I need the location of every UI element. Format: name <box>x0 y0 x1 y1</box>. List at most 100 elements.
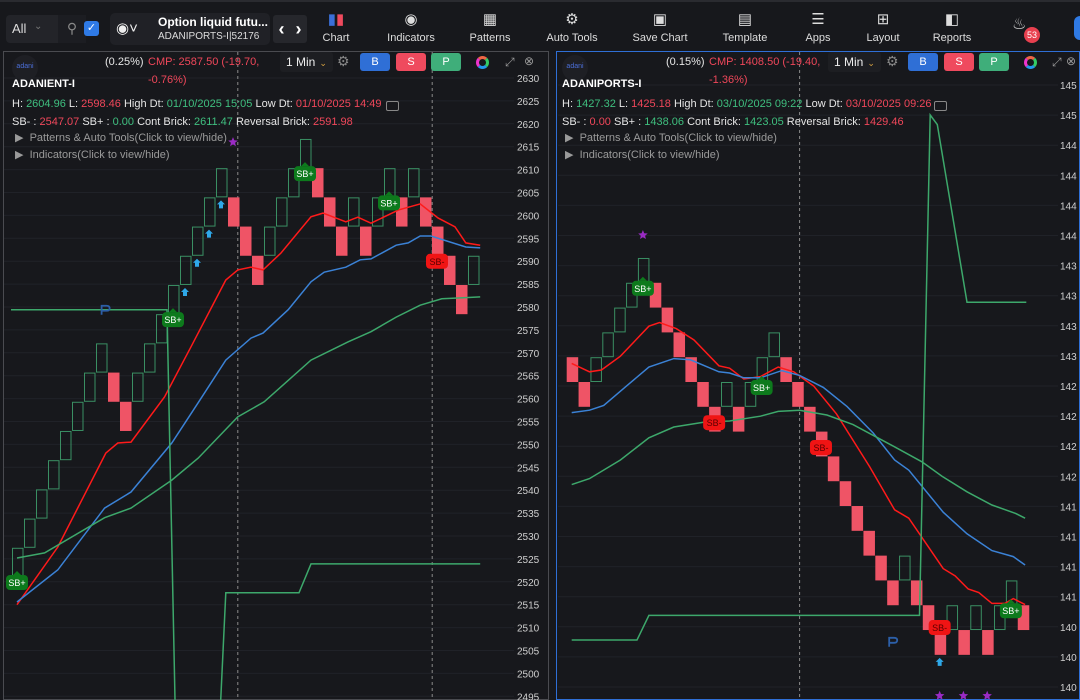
y-tick-label: 2570 <box>517 349 540 360</box>
indicators-toggle[interactable]: ▶ Indicators(Click to view/hide) <box>15 149 170 161</box>
instrument-symbol: ADANIPORTS-I|52176 <box>158 31 260 42</box>
toolbar-chart[interactable]: ▮▮ Chart <box>323 10 350 44</box>
search-icon[interactable]: ⚲ <box>58 15 86 43</box>
y-tick-label: 143 <box>1060 262 1077 273</box>
renko-brick-up <box>372 197 384 227</box>
signal-label: SB+ <box>8 578 25 588</box>
toolbar-patterns[interactable]: ▦ Patterns <box>470 10 511 44</box>
up-arrow-icon <box>181 287 189 296</box>
y-tick-label: 2615 <box>517 143 540 154</box>
interval-dropdown[interactable]: 1 Min ⌄ <box>280 52 333 72</box>
patterns-toggle[interactable]: ▶ Patterns & Auto Tools(Click to view/hi… <box>15 132 227 144</box>
renko-brick-up <box>348 197 360 227</box>
high-low-line: H: 1427.32 L: 1425.18 High Dt: 03/10/202… <box>562 98 931 110</box>
toolbar-indicators[interactable]: ◉ Indicators <box>387 10 435 44</box>
prev-arrow-icon[interactable]: ‹ <box>278 18 285 39</box>
toolbar-save-chart[interactable]: ▣ Save Chart <box>632 10 687 44</box>
y-tick-label: 144 <box>1060 232 1077 243</box>
signal-label: SB+ <box>634 284 651 294</box>
y-tick-label: 2495 <box>517 692 540 700</box>
settings-gear-icon[interactable]: ⚙ <box>337 53 350 69</box>
l: 1425.18 <box>631 98 671 110</box>
y-tick-label: 2600 <box>517 211 540 222</box>
signal-label: SB+ <box>753 383 770 393</box>
patterns-icon: ▦ <box>482 11 498 28</box>
buy-button[interactable]: B <box>908 53 938 71</box>
signal-badge-sb-plus: SB+ <box>378 191 400 211</box>
renko-brick-down <box>1017 605 1030 631</box>
renko-brick-up <box>132 372 144 402</box>
save-icon: ▣ <box>652 11 668 28</box>
close-panel-icon[interactable]: ⊗ <box>1066 54 1077 68</box>
symbol-title: ADANIPORTS-I <box>562 78 642 90</box>
cmp-change: -0.76%) <box>148 74 187 86</box>
cmp-value: CMP: 1408.50 (-19.40, <box>709 56 821 68</box>
toolbar-apps[interactable]: ☰ Apps <box>805 10 830 44</box>
y-tick-label: 2625 <box>517 97 540 108</box>
reports-icon: ◧ <box>944 11 960 28</box>
sell-button[interactable]: S <box>944 53 974 71</box>
chart-panel-right[interactable] <box>556 51 1080 700</box>
comment-icon[interactable] <box>386 101 399 111</box>
renko-brick-down <box>685 357 697 382</box>
y-tick-label: 2545 <box>517 463 540 474</box>
y-tick-label: 141 <box>1060 563 1077 574</box>
toolbar-template[interactable]: ▤ Template <box>723 10 768 44</box>
y-tick-label: 2500 <box>517 669 540 680</box>
signal-label: SB- <box>932 623 947 633</box>
segment-filter-select[interactable]: All ⌄ ⚲ <box>6 15 86 43</box>
signal-label: SB- <box>813 443 828 453</box>
renko-brick-down <box>336 226 348 256</box>
rev-label: Reversal Brick: <box>786 116 861 128</box>
up-arrow-icon <box>217 200 225 209</box>
p-button[interactable]: P <box>979 53 1009 71</box>
color-ring-icon[interactable] <box>1024 56 1037 69</box>
bell-icon[interactable]: ♨ <box>1012 16 1027 33</box>
renko-brick-up <box>970 605 982 631</box>
signal-badge-sb-plus: SB+ <box>631 276 654 296</box>
close-panel-icon[interactable]: ⊗ <box>524 54 535 68</box>
fullscreen-icon[interactable]: ⤢ <box>1052 55 1062 69</box>
signal-pointer <box>301 162 309 167</box>
comment-icon[interactable] <box>934 101 947 111</box>
renko-brick-up <box>24 518 36 548</box>
next-arrow-icon[interactable]: › <box>295 18 302 39</box>
signal-badge-bg <box>378 195 400 211</box>
color-ring-icon[interactable] <box>476 56 489 69</box>
checkbox[interactable]: ✓ <box>84 21 99 36</box>
avatar[interactable] <box>1074 16 1080 40</box>
signal-badge-sb-plus: SB+ <box>6 570 28 590</box>
indicators-toggle[interactable]: ▶ Indicators(Click to view/hide) <box>565 149 720 161</box>
y-tick-label: 141 <box>1060 593 1077 604</box>
toolbar-auto-tools[interactable]: ⚙ Auto Tools <box>546 10 597 44</box>
signal-badge-sb-minus: SB- <box>928 620 951 636</box>
y-tick-label: 142 <box>1060 442 1077 453</box>
instrument-selector[interactable]: ◉˅ Option liquid futu... ADANIPORTS-I|52… <box>110 13 270 45</box>
toolbar-label: Save Chart <box>632 32 688 44</box>
h-label: H: <box>562 98 573 110</box>
buy-button[interactable]: B <box>360 53 390 71</box>
toolbar-label: Reports <box>932 32 972 44</box>
fullscreen-icon[interactable]: ⤢ <box>505 55 515 69</box>
plot-area: SB+ SB- SB+ SB- SB- SB+ <box>558 52 1058 700</box>
hd-label: High Dt: <box>123 98 164 110</box>
renko-brick-up <box>721 382 733 407</box>
p-button[interactable]: P <box>431 53 461 71</box>
line-ema-fast <box>571 321 1026 606</box>
interval-dropdown[interactable]: 1 Min ⌄ <box>828 52 881 72</box>
toolbar-reports[interactable]: ◧ Reports <box>933 10 972 44</box>
renko-brick-down <box>827 456 840 482</box>
y-tick-label: 2610 <box>517 166 540 177</box>
top-toolbar: All ⌄ ⚲ ✓ ◉˅ Option liquid futu... ADANI… <box>0 0 1080 50</box>
renko-brick-down <box>566 357 579 382</box>
toolbar-layout[interactable]: ⊞ Layout <box>866 10 899 44</box>
settings-gear-icon[interactable]: ⚙ <box>886 53 899 69</box>
y-tick-label: 2530 <box>517 532 540 543</box>
sell-button[interactable]: S <box>396 53 426 71</box>
patterns-toggle[interactable]: ▶ Patterns & Auto Tools(Click to view/hi… <box>565 132 777 144</box>
cont: 2611.47 <box>193 116 233 128</box>
y-tick-label: 141 <box>1060 533 1077 544</box>
toolbar-label: Chart <box>322 32 350 44</box>
chevron-down-icon: ⌄ <box>319 58 327 68</box>
